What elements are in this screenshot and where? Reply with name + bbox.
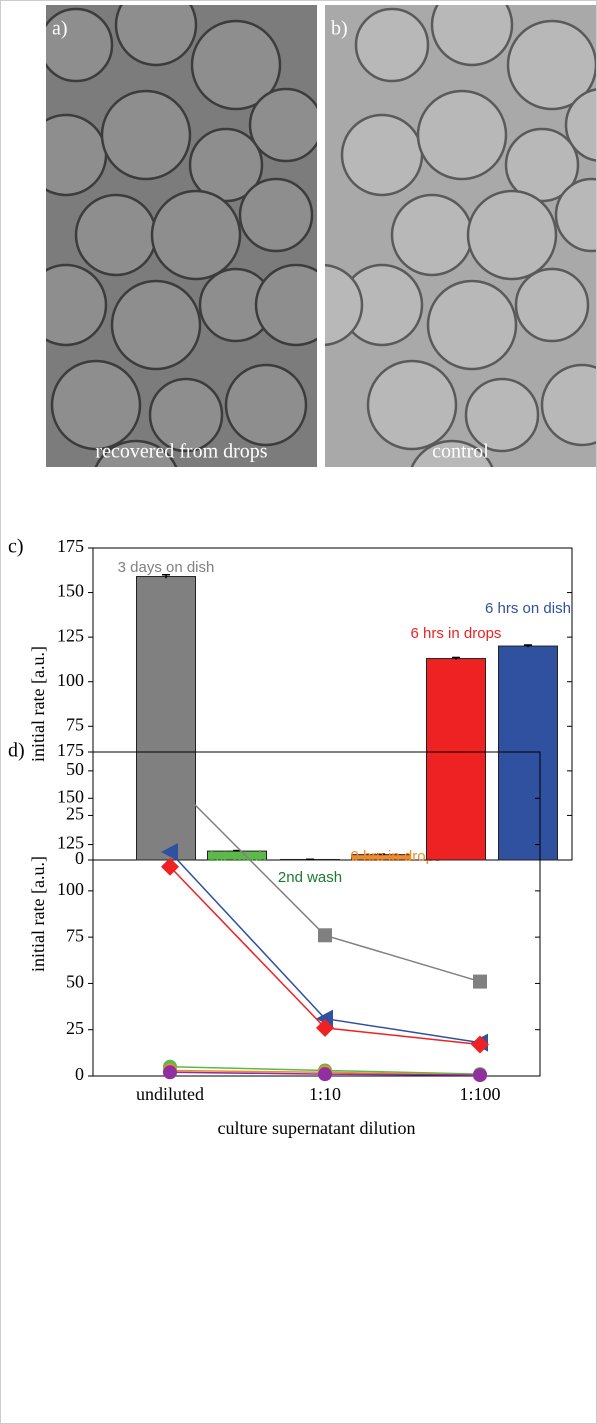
plot-frame <box>92 751 541 1077</box>
x-tick-label: 1:10 <box>309 1084 341 1104</box>
y-tick-label: 150 <box>57 786 84 806</box>
y-tick-label: 100 <box>57 670 84 690</box>
y-axis-label: initial rate [a.u.] <box>28 856 48 972</box>
cell <box>340 113 424 197</box>
cell <box>46 263 108 347</box>
y-tick-label: 175 <box>57 740 84 760</box>
cell <box>248 87 317 163</box>
y-tick-label: 0 <box>75 1064 84 1084</box>
y-tick-label: 75 <box>66 714 84 734</box>
image-caption: recovered from drops <box>95 441 267 463</box>
cell <box>504 127 580 203</box>
y-tick-label: 125 <box>57 625 84 645</box>
cell <box>354 7 430 83</box>
cell <box>426 279 518 371</box>
cell <box>464 377 540 453</box>
cell <box>430 5 514 67</box>
marker <box>316 1018 334 1037</box>
bar-label: 6 hrs in drops <box>411 625 502 642</box>
x-axis-label: culture supernatant dilution <box>218 1118 416 1138</box>
cell <box>150 189 242 281</box>
bar-label: 1st wash <box>207 848 266 865</box>
cell <box>94 439 178 467</box>
bar-label: 2nd wash <box>278 869 342 886</box>
image-caption: control <box>432 441 489 463</box>
y-axis-label: initial rate [a.u.] <box>28 646 48 762</box>
marker <box>473 1068 487 1083</box>
cell <box>190 19 282 111</box>
cell <box>238 177 314 253</box>
marker <box>318 1067 332 1082</box>
cell <box>46 7 114 83</box>
cell <box>366 359 458 451</box>
panel-label: b) <box>331 18 348 40</box>
bar <box>426 658 486 861</box>
cell <box>224 363 308 447</box>
x-tick-label: undiluted <box>136 1084 204 1104</box>
bar-label: 0 hrs in drops <box>351 848 442 865</box>
cell <box>554 177 596 253</box>
panel-label: a) <box>52 18 68 40</box>
marker <box>473 974 487 989</box>
marker <box>161 857 179 876</box>
cell <box>540 363 596 447</box>
y-tick-label: 125 <box>57 833 84 853</box>
marker <box>471 1035 489 1054</box>
panel-label: c) <box>8 536 24 558</box>
cell <box>410 439 494 467</box>
cell <box>110 279 202 371</box>
x-tick-label: 1:100 <box>459 1084 500 1104</box>
y-tick-label: 100 <box>57 879 84 899</box>
cell <box>148 377 224 453</box>
cell <box>514 267 590 343</box>
cells <box>325 5 596 467</box>
y-tick-label: 50 <box>66 972 84 992</box>
cell <box>506 19 596 111</box>
cell <box>466 189 558 281</box>
cell <box>254 263 317 347</box>
cell <box>416 89 508 181</box>
micrograph: a) recovered from drops <box>46 5 317 467</box>
y-tick-label: 75 <box>66 925 84 945</box>
y-tick-label: 25 <box>66 1018 84 1038</box>
cell <box>564 88 596 162</box>
y-tick-label: 175 <box>57 536 84 556</box>
marker <box>163 1065 177 1080</box>
y-tick-label: 150 <box>57 581 84 601</box>
cell <box>390 193 474 277</box>
cells <box>46 5 317 467</box>
y-tick-label: 50 <box>66 759 84 779</box>
bar <box>136 576 196 861</box>
marker <box>318 928 332 943</box>
marker <box>163 772 177 787</box>
y-tick-label: 0 <box>75 848 84 868</box>
cell <box>100 89 192 181</box>
panel-label: d) <box>8 740 25 762</box>
bar-label: 3 days on dish <box>118 559 215 576</box>
cell <box>114 5 198 67</box>
marker <box>161 842 178 861</box>
micrograph: b) control <box>325 5 596 467</box>
cell <box>325 263 364 347</box>
cell <box>188 127 264 203</box>
cell <box>50 359 142 451</box>
bar <box>498 645 558 861</box>
cell <box>74 193 158 277</box>
y-tick-label: 25 <box>66 804 84 824</box>
bar-label: 6 hrs on dish <box>485 600 571 617</box>
